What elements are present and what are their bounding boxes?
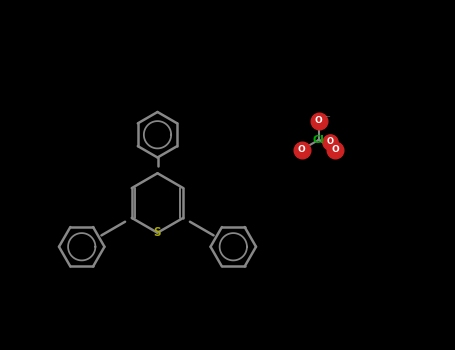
Text: O: O [314, 116, 323, 125]
Text: O: O [298, 145, 306, 154]
Text: S: S [154, 226, 161, 239]
Text: O: O [327, 138, 334, 146]
Text: ⁻: ⁻ [324, 114, 330, 124]
Text: O: O [331, 145, 339, 154]
Text: Cl: Cl [313, 135, 324, 145]
